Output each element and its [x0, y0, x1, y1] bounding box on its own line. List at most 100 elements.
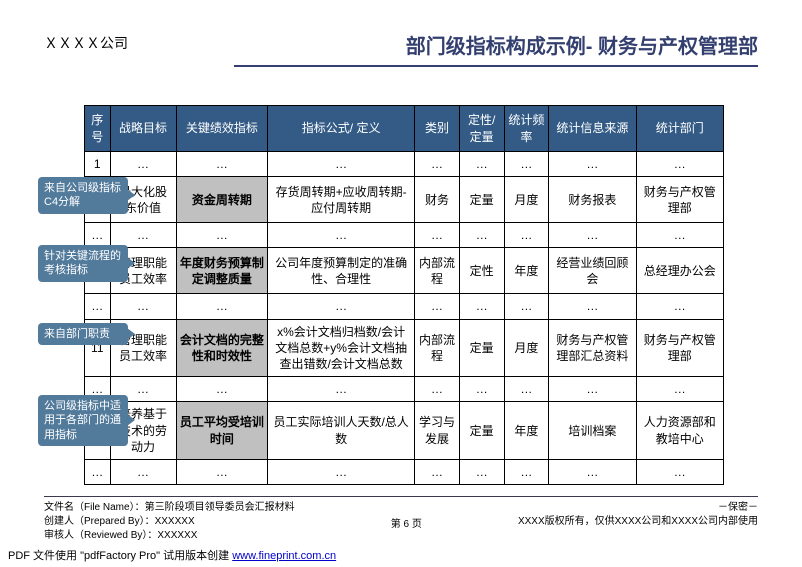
callout: 来自部门职责 [38, 323, 128, 345]
table-cell: 定量 [459, 402, 504, 460]
table-cell: … [636, 294, 723, 319]
reviewer-label: 审核人（Reviewed By）： [44, 530, 157, 541]
footer: 文件名（File Name）：第三阶段项目领导委员会汇报材料 创建人（Prepa… [44, 496, 758, 543]
table-cell: … [110, 459, 176, 484]
table-cell: … [504, 223, 549, 248]
callout: 针对关键流程的考核指标 [38, 245, 128, 282]
table-cell: … [636, 152, 723, 177]
table-cell: … [176, 377, 268, 402]
table-cell: … [504, 459, 549, 484]
table-row: 2最大化股东价值资金周转期存货周转期+应收周转期-应付周转期财务定量月度财务报表… [85, 177, 724, 223]
table-cell: … [268, 377, 415, 402]
table-cell: 培训档案 [549, 402, 636, 460]
table-header-cell: 统计部门 [636, 106, 723, 152]
table-row: ……………………… [85, 223, 724, 248]
table-cell: … [268, 152, 415, 177]
table-header-cell: 统计频率 [504, 106, 549, 152]
table-cell: … [415, 459, 460, 484]
table-header-cell: 类别 [415, 106, 460, 152]
table-cell: … [110, 152, 176, 177]
table-row: ……………………… [85, 459, 724, 484]
table-cell: 资金周转期 [176, 177, 268, 223]
table-cell: 经营业绩回顾会 [549, 248, 636, 294]
file-value: 第三阶段项目领导委员会汇报材料 [145, 502, 295, 513]
table-row: 7管理职能员工效率年度财务预算制定调整质量公司年度预算制定的准确性、合理性内部流… [85, 248, 724, 294]
table-cell: … [415, 377, 460, 402]
table-cell: … [636, 377, 723, 402]
file-label: 文件名（File Name）： [44, 502, 145, 513]
table-cell: … [549, 223, 636, 248]
table-cell: 定量 [459, 177, 504, 223]
copyright-text: XXXX版权所有，仅供XXXX公司和XXXX公司内部使用 [518, 515, 758, 529]
table-cell: 月度 [504, 177, 549, 223]
table-cell: 财务与产权管理部 [636, 177, 723, 223]
table-cell: 内部流程 [415, 319, 460, 377]
table-row: 11管理职能员工效率会计文档的完整性和时效性x%会计文档归档数/会计文档总数+y… [85, 319, 724, 377]
table-header-cell: 序号 [85, 106, 111, 152]
table-cell: 财务与产权管理部 [636, 319, 723, 377]
table-cell: … [459, 294, 504, 319]
page-number: 第 6 页 [391, 515, 422, 530]
table-cell: … [504, 152, 549, 177]
table-cell: 财务报表 [549, 177, 636, 223]
table-cell: 财务 [415, 177, 460, 223]
page-title: 部门级指标构成示例- 财务与产权管理部 [406, 30, 758, 59]
table-row: ……………………… [85, 294, 724, 319]
kpi-table: 序号战略目标关键绩效指标指标公式/ 定义类别定性/定量统计频率统计信息来源统计部… [84, 105, 724, 485]
table-cell: … [268, 459, 415, 484]
table-cell: 员工平均受培训时间 [176, 402, 268, 460]
table-cell: 1 [85, 152, 111, 177]
table-cell: 会计文档的完整性和时效性 [176, 319, 268, 377]
confidential-label: －保密－ [518, 501, 758, 515]
table-cell: 财务与产权管理部汇总资料 [549, 319, 636, 377]
table-cell: … [176, 152, 268, 177]
reviewer-value: XXXXXX [157, 530, 197, 541]
table-header-cell: 指标公式/ 定义 [268, 106, 415, 152]
table-row: 培养基于技术的劳动力员工平均受培训时间员工实际培训人天数/总人数学习与发展定量年… [85, 402, 724, 460]
table-cell: … [415, 152, 460, 177]
table-header-row: 序号战略目标关键绩效指标指标公式/ 定义类别定性/定量统计频率统计信息来源统计部… [85, 106, 724, 152]
table-cell: … [459, 152, 504, 177]
table-row: ……………………… [85, 377, 724, 402]
table-cell: … [268, 223, 415, 248]
table-cell: 月度 [504, 319, 549, 377]
table-header-cell: 统计信息来源 [549, 106, 636, 152]
table-cell: … [176, 223, 268, 248]
table-cell: … [549, 377, 636, 402]
company-name: ＸＸＸＸ公司 [44, 33, 128, 59]
table-cell: 定性 [459, 248, 504, 294]
table-cell: … [268, 294, 415, 319]
table-cell: x%会计文档归档数/会计文档总数+y%会计文档抽查出错数/会计文档总数 [268, 319, 415, 377]
table-cell: … [459, 377, 504, 402]
table-cell: 学习与发展 [415, 402, 460, 460]
table-cell: 年度财务预算制定调整质量 [176, 248, 268, 294]
table-cell: 年度 [504, 402, 549, 460]
table-cell: … [636, 459, 723, 484]
table-cell: 员工实际培训人天数/总人数 [268, 402, 415, 460]
table-cell: 公司年度预算制定的准确性、合理性 [268, 248, 415, 294]
table-cell: … [549, 459, 636, 484]
table-cell: … [459, 223, 504, 248]
pdf-note: PDF 文件使用 "pdfFactory Pro" 试用版本创建 www.fin… [8, 547, 336, 563]
table-cell: … [176, 294, 268, 319]
table-cell: 内部流程 [415, 248, 460, 294]
table-cell: … [504, 377, 549, 402]
creator-label: 创建人（Prepared By）： [44, 516, 155, 527]
table-cell: … [415, 223, 460, 248]
table-cell: 存货周转期+应收周转期-应付周转期 [268, 177, 415, 223]
callout: 公司级指标中适用于各部门的通用指标 [38, 395, 128, 446]
table-cell: 人力资源部和教培中心 [636, 402, 723, 460]
callout: 来自公司级指标C4分解 [38, 177, 128, 214]
table-header-cell: 战略目标 [110, 106, 176, 152]
pdf-link[interactable]: www.fineprint.com.cn [232, 550, 336, 562]
table-header-cell: 定性/定量 [459, 106, 504, 152]
table-cell: … [85, 459, 111, 484]
table-cell: 总经理办公会 [636, 248, 723, 294]
creator-value: XXXXXX [155, 516, 195, 527]
table-cell: … [636, 223, 723, 248]
table-cell: … [110, 294, 176, 319]
title-underline [234, 65, 758, 67]
table-cell: … [85, 294, 111, 319]
table-cell: … [504, 294, 549, 319]
table-cell: … [549, 152, 636, 177]
